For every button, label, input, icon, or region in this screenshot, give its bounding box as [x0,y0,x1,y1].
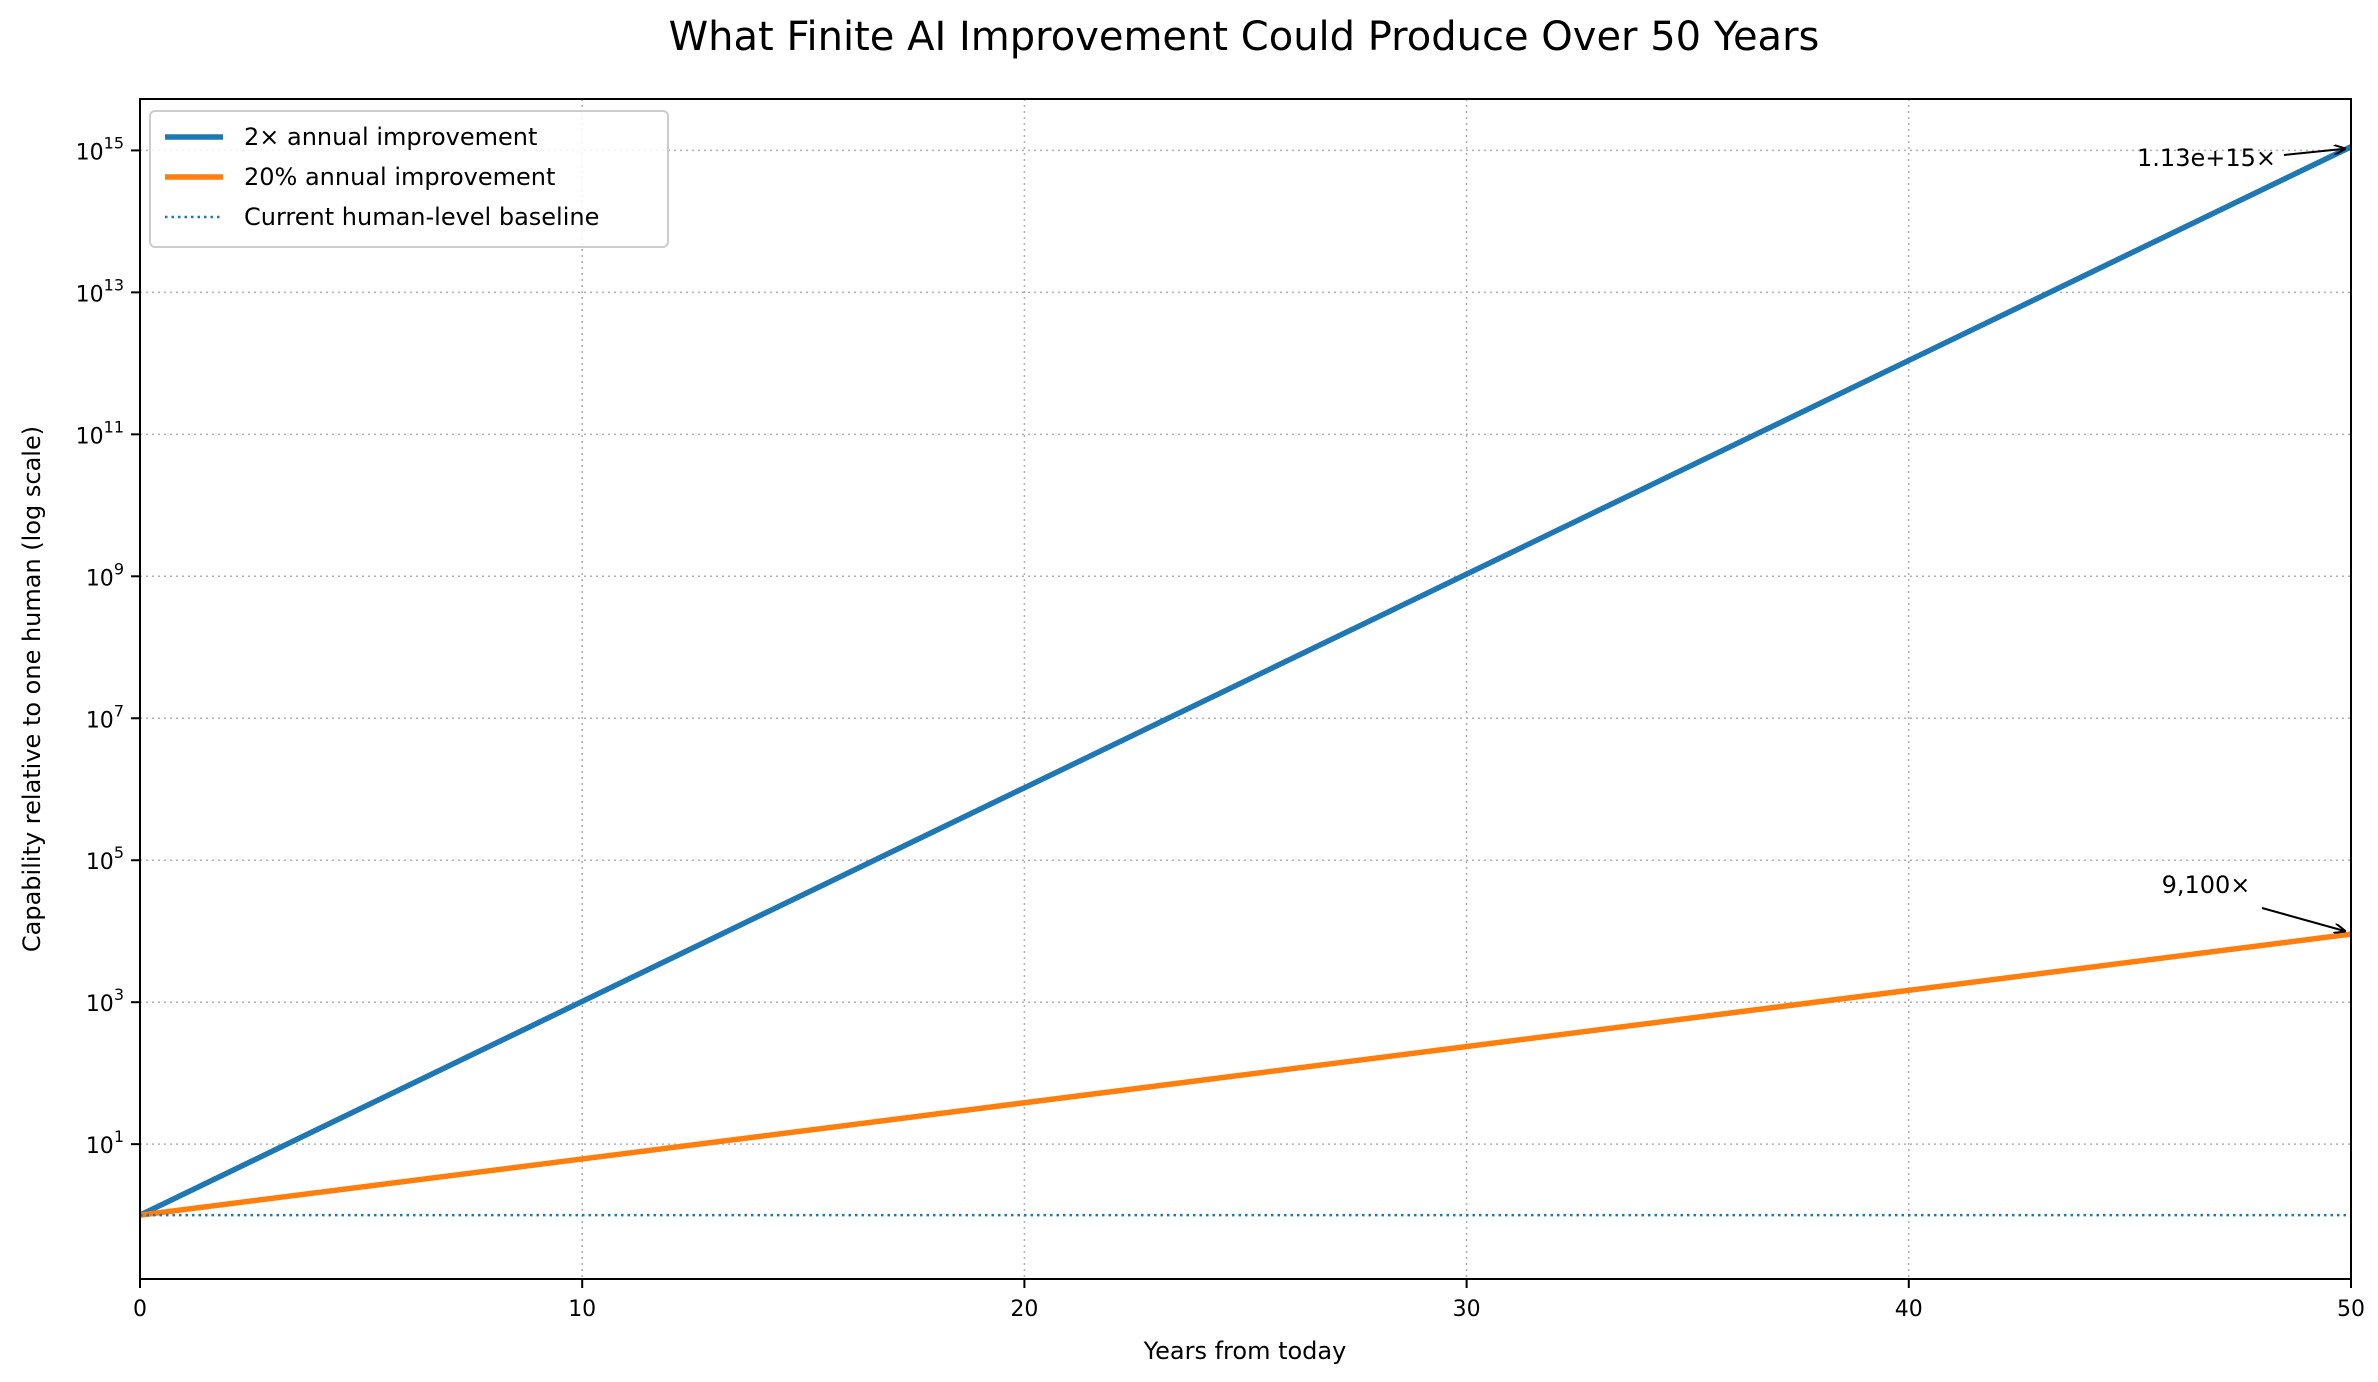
annotation-arrow [2261,907,2345,931]
data-series [140,144,2351,1218]
y-axis-ticks: 101 103 105 107 109 1011 1013 1015 [76,133,140,1159]
annotation-label: 1.13e+15× [2137,144,2276,172]
x-tick-label: 30 [1453,1297,1481,1322]
annotation-label: 9,100× [2162,871,2251,899]
legend-label: Current human-level baseline [244,203,599,231]
legend-label: 20% annual improvement [244,163,555,191]
legend-box [149,110,669,248]
annotations: 1.13e+15× 9,100× [2137,144,2345,931]
y-tick-label: 101 [86,1127,124,1159]
x-tick-label: 0 [133,1297,147,1322]
x-tick-label: 20 [1010,1297,1038,1322]
y-tick-label: 1015 [76,133,124,165]
x-tick-label: 10 [568,1297,596,1322]
y-tick-label: 105 [86,843,124,875]
series-line-0 [140,144,2351,1218]
annotation-arrow [2283,149,2345,156]
y-axis-label: Capability relative to one human (log sc… [18,426,46,952]
legend: 2× annual improvement 20% annual improvem… [149,110,669,248]
x-tick-label: 40 [1895,1297,1923,1322]
grid-lines [140,99,2351,1279]
x-axis-ticks: 0 10 20 30 40 50 [133,1279,2365,1322]
y-tick-label: 1011 [76,417,124,449]
y-tick-label: 107 [86,701,124,733]
legend-label: 2× annual improvement [244,123,537,151]
y-tick-label: 109 [86,559,124,591]
x-axis-label: Years from today [1143,1337,1347,1365]
series-line-1 [140,931,2351,1218]
plot-area-frame [139,98,2352,1280]
y-tick-label: 103 [86,985,124,1017]
y-tick-label: 1013 [76,275,124,307]
x-tick-label: 50 [2337,1297,2365,1322]
chart-title: What Finite AI Improvement Could Produce… [669,14,1820,60]
